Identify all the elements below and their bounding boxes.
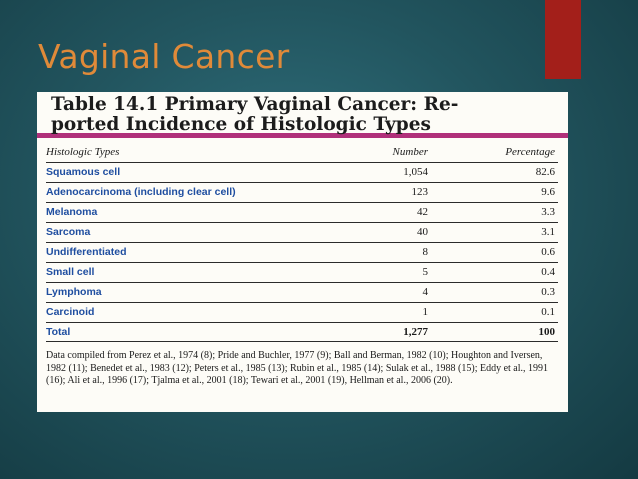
- table-caption: Table 14.1 Primary Vaginal Cancer: Re- p…: [37, 92, 568, 138]
- row-percentage: 0.1: [541, 306, 555, 318]
- row-number: 4: [422, 286, 429, 298]
- table-row: Squamous cell 1,054 82.6: [46, 162, 558, 182]
- table-row: Small cell 5 0.4: [46, 262, 558, 282]
- row-type: Undifferentiated: [46, 246, 127, 258]
- row-type: Adenocarcinoma (including clear cell): [46, 186, 236, 198]
- table-caption-line: Table 14.1 Primary Vaginal Cancer: Re-: [51, 94, 459, 115]
- row-percentage: 0.6: [541, 246, 555, 258]
- row-number: 8: [422, 246, 429, 258]
- row-type: Melanoma: [46, 206, 98, 218]
- row-number: 123: [411, 186, 429, 198]
- table-row: Lymphoma 4 0.3: [46, 282, 558, 302]
- row-number: 5: [422, 266, 429, 278]
- table-footnote: Data compiled from Perez et al., 1974 (8…: [46, 350, 549, 386]
- row-percentage: 0.4: [541, 266, 555, 278]
- table-figure: Table 14.1 Primary Vaginal Cancer: Re- p…: [37, 92, 568, 412]
- row-type: Sarcoma: [46, 226, 91, 238]
- row-percentage: 82.6: [535, 166, 555, 178]
- row-type: Squamous cell: [46, 166, 121, 178]
- row-percentage: 9.6: [541, 186, 555, 198]
- row-number: 40: [417, 226, 428, 238]
- row-type: Lymphoma: [46, 286, 102, 298]
- accent-bar: [545, 0, 581, 79]
- header-histologic-types: Histologic Types: [46, 146, 120, 158]
- row-percentage: 0.3: [541, 286, 555, 298]
- table-row: Sarcoma 40 3.1: [46, 222, 558, 242]
- total-number: 1,277: [403, 326, 428, 338]
- table-header: Histologic Types Number Percentage: [46, 146, 558, 158]
- row-number: 1: [422, 306, 429, 318]
- slide-title: Vaginal Cancer: [38, 37, 290, 76]
- header-number: Number: [392, 146, 428, 158]
- row-percentage: 3.3: [541, 206, 555, 218]
- table-caption-line: ported Incidence of Histologic Types: [51, 114, 431, 135]
- table-row: Adenocarcinoma (including clear cell) 12…: [46, 182, 558, 202]
- table-row: Melanoma 42 3.3: [46, 202, 558, 222]
- total-percentage: 100: [538, 326, 556, 338]
- total-label: Total: [46, 326, 71, 338]
- row-percentage: 3.1: [541, 226, 555, 238]
- row-number: 1,054: [403, 166, 428, 178]
- header-percentage: Percentage: [505, 146, 555, 158]
- row-type: Carcinoid: [46, 306, 95, 318]
- table-row: Carcinoid 1 0.1: [46, 302, 558, 322]
- row-number: 42: [417, 206, 428, 218]
- table-row: Undifferentiated 8 0.6: [46, 242, 558, 262]
- table-total-row: Total 1,277 100: [46, 322, 558, 342]
- row-type: Small cell: [46, 266, 95, 278]
